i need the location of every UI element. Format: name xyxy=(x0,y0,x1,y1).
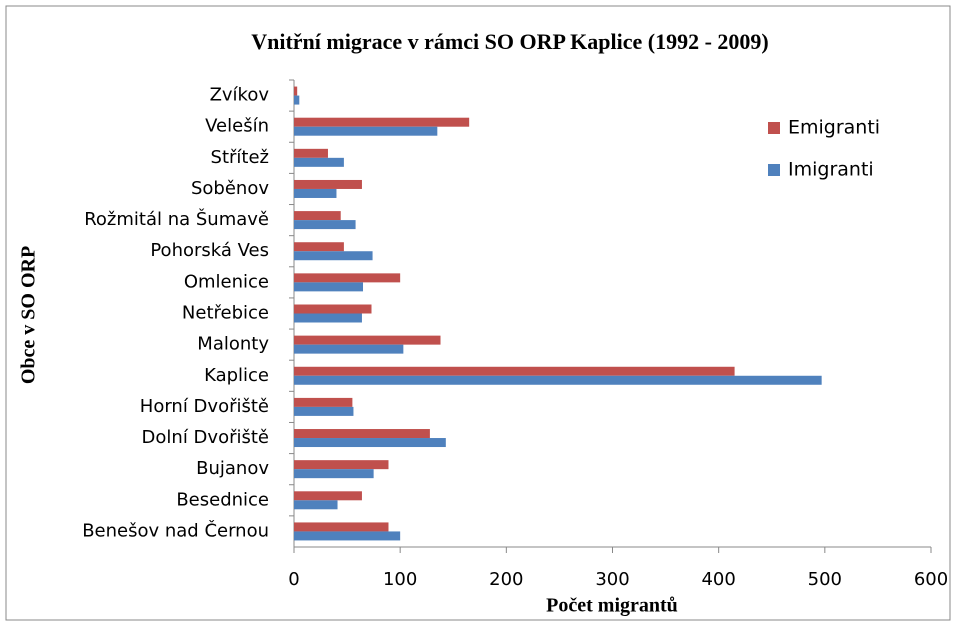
x-tick-label: 500 xyxy=(808,569,842,590)
bar xyxy=(294,429,430,439)
bar xyxy=(294,157,344,167)
y-tick-label: Bujanov xyxy=(196,458,269,479)
legend-swatch xyxy=(768,164,780,176)
y-tick-label: Kaplice xyxy=(204,365,269,386)
bar xyxy=(294,251,373,261)
bar xyxy=(294,117,470,127)
y-tick-label: Pohorská Ves xyxy=(150,240,269,261)
bar xyxy=(294,397,353,407)
bar xyxy=(294,375,822,385)
legend-label: Imigranti xyxy=(788,159,874,181)
chart-title: Vnitřní migrace v rámci SO ORP Kaplice (… xyxy=(251,29,769,54)
bar xyxy=(294,313,362,323)
bar xyxy=(294,86,298,96)
bar xyxy=(294,335,441,345)
bar xyxy=(294,95,300,105)
bar xyxy=(294,148,328,158)
chart-frame xyxy=(5,5,951,621)
x-tick-label: 400 xyxy=(701,569,735,590)
y-tick-label: Zvíkov xyxy=(210,85,270,106)
bar xyxy=(294,188,337,198)
y-tick-label: Omlenice xyxy=(184,271,269,292)
y-tick-label: Soběnov xyxy=(191,178,269,199)
y-axis-title: Obce v SO ORP xyxy=(18,246,40,384)
bar xyxy=(294,211,341,221)
bar xyxy=(294,366,735,376)
legend-swatch xyxy=(768,122,780,134)
bar xyxy=(294,522,389,532)
bar xyxy=(294,304,372,314)
bar xyxy=(294,491,362,501)
bar xyxy=(294,242,344,252)
bar xyxy=(294,406,354,416)
y-tick-label: Besednice xyxy=(176,489,269,510)
x-tick-label: 100 xyxy=(383,569,417,590)
bar xyxy=(294,438,446,448)
bar xyxy=(294,531,401,541)
y-tick-label: Horní Dvořiště xyxy=(140,396,269,417)
bar xyxy=(294,460,389,470)
x-tick-label: 600 xyxy=(914,569,948,590)
y-tick-label: Velešín xyxy=(205,116,269,137)
x-axis-title: Počet migrantů xyxy=(546,595,678,617)
y-tick-label: Střítež xyxy=(211,147,269,168)
x-tick-label: 300 xyxy=(595,569,629,590)
y-tick-label: Rožmitál na Šumavě xyxy=(84,208,269,230)
legend-label: Emigranti xyxy=(788,117,880,139)
bar xyxy=(294,273,401,283)
bar xyxy=(294,469,374,479)
y-tick-label: Benešov nad Černou xyxy=(82,519,269,541)
bar xyxy=(294,282,364,292)
bar xyxy=(294,179,362,189)
x-tick-label: 200 xyxy=(489,569,523,590)
y-tick-label: Malonty xyxy=(197,334,269,355)
bar xyxy=(294,126,438,136)
bar xyxy=(294,344,404,354)
bar xyxy=(294,500,338,510)
bar xyxy=(294,220,356,230)
y-tick-label: Dolní Dvořiště xyxy=(142,427,269,448)
x-tick-label: 0 xyxy=(288,569,299,590)
y-tick-label: Netřebice xyxy=(182,303,269,324)
